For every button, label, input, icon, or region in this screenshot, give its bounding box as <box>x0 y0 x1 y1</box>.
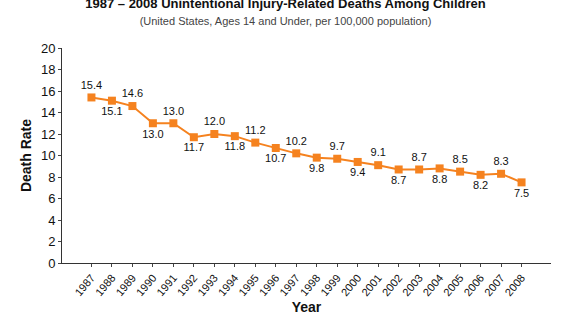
svg-text:1994: 1994 <box>216 272 241 298</box>
svg-text:2008: 2008 <box>502 272 527 298</box>
svg-text:14.6: 14.6 <box>122 87 143 99</box>
svg-text:2003: 2003 <box>400 272 425 298</box>
svg-text:1998: 1998 <box>298 272 323 298</box>
svg-text:1990: 1990 <box>134 272 159 298</box>
svg-text:10: 10 <box>41 148 55 163</box>
svg-text:9.8: 9.8 <box>309 162 324 174</box>
svg-text:Year: Year <box>292 299 322 315</box>
svg-text:8.2: 8.2 <box>473 179 488 191</box>
svg-text:16: 16 <box>41 84 55 99</box>
svg-text:10.2: 10.2 <box>286 135 307 147</box>
svg-text:2004: 2004 <box>420 272 445 298</box>
svg-text:1992: 1992 <box>175 272 200 298</box>
svg-text:1999: 1999 <box>318 272 343 298</box>
svg-text:2: 2 <box>48 234 55 249</box>
svg-text:9.4: 9.4 <box>350 166 365 178</box>
svg-text:9.7: 9.7 <box>330 140 345 152</box>
svg-text:Death Rate: Death Rate <box>18 119 34 192</box>
svg-text:6: 6 <box>48 191 55 206</box>
svg-text:9.1: 9.1 <box>371 146 386 158</box>
svg-text:11.2: 11.2 <box>245 124 266 136</box>
svg-text:0: 0 <box>48 256 55 271</box>
svg-text:11.7: 11.7 <box>184 141 205 153</box>
svg-text:2002: 2002 <box>379 272 404 298</box>
svg-text:1995: 1995 <box>236 272 261 298</box>
svg-text:8.7: 8.7 <box>412 151 427 163</box>
svg-text:13.0: 13.0 <box>163 105 184 117</box>
svg-text:20: 20 <box>41 41 55 56</box>
svg-text:2005: 2005 <box>441 272 466 298</box>
svg-text:1997: 1997 <box>277 272 302 298</box>
svg-text:1987: 1987 <box>72 272 97 298</box>
svg-text:1996: 1996 <box>257 272 282 298</box>
svg-text:2007: 2007 <box>482 272 507 298</box>
svg-text:2000: 2000 <box>339 272 364 298</box>
svg-text:13.0: 13.0 <box>142 128 163 140</box>
svg-text:12.0: 12.0 <box>204 115 225 127</box>
svg-text:1987 – 2008 Unintentional Inju: 1987 – 2008 Unintentional Injury-Related… <box>85 0 486 27</box>
svg-text:1989: 1989 <box>113 272 138 298</box>
svg-text:1993: 1993 <box>195 272 220 298</box>
svg-text:10.7: 10.7 <box>265 152 286 164</box>
svg-text:4: 4 <box>48 213 55 228</box>
svg-text:15.1: 15.1 <box>101 105 122 117</box>
svg-text:8.3: 8.3 <box>493 155 508 167</box>
svg-text:1988: 1988 <box>93 272 118 298</box>
svg-text:1991: 1991 <box>154 272 179 298</box>
svg-text:2006: 2006 <box>461 272 486 298</box>
svg-text:8: 8 <box>48 170 55 185</box>
svg-text:8.8: 8.8 <box>432 173 447 185</box>
svg-text:12: 12 <box>41 127 55 142</box>
svg-text:14: 14 <box>41 105 55 120</box>
svg-text:8.5: 8.5 <box>452 153 467 165</box>
svg-text:7.5: 7.5 <box>514 187 529 199</box>
svg-text:15.4: 15.4 <box>81 79 102 91</box>
svg-text:2001: 2001 <box>359 272 384 298</box>
svg-text:8.7: 8.7 <box>391 174 406 186</box>
svg-text:11.8: 11.8 <box>225 140 246 152</box>
svg-text:18: 18 <box>41 62 55 77</box>
